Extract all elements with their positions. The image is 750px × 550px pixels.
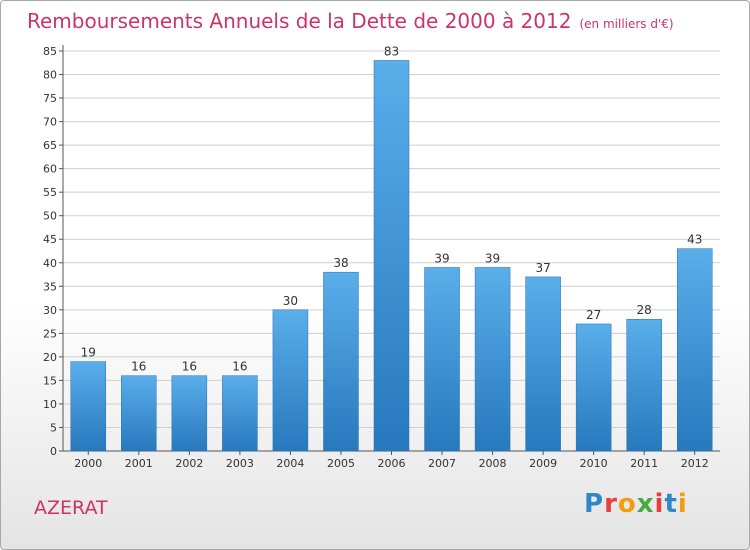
logo-letter: P [584, 489, 605, 519]
chart-title-text: Remboursements Annuels de la Dette de 20… [27, 9, 572, 33]
bar [474, 267, 511, 452]
proxiti-logo[interactable]: Proxiti [584, 489, 688, 519]
bar [373, 60, 410, 452]
y-tick-label: 65 [43, 139, 57, 152]
x-tick-label: 2012 [681, 457, 709, 470]
logo-letter: t [664, 489, 678, 519]
bar-value-label: 27 [586, 308, 601, 322]
bar [676, 248, 713, 452]
bar-value-label: 43 [687, 233, 702, 247]
logo-letter: r [604, 489, 618, 519]
y-tick-label: 75 [43, 92, 57, 105]
x-tick-label: 2005 [327, 457, 355, 470]
bar-value-label: 39 [485, 251, 500, 265]
chart-unit: (en milliers d'€) [579, 17, 674, 31]
labels: 0 5 10 15 20 25 30 35 40 45 50 55 60 65 70 75 80 85 19 2000… [43, 44, 709, 470]
bar-value-label: 39 [434, 251, 449, 265]
bar [424, 267, 460, 452]
logo-letter: i [654, 489, 665, 519]
y-tick-label: 30 [43, 304, 57, 317]
y-tick-label: 45 [43, 233, 57, 246]
y-tick-label: 60 [43, 163, 57, 176]
bar [626, 318, 662, 452]
bars [70, 60, 713, 452]
y-tick-label: 55 [43, 186, 57, 199]
x-tick-label: 2010 [580, 457, 608, 470]
bar [121, 375, 157, 452]
bar [323, 271, 359, 452]
y-tick-label: 5 [50, 421, 57, 434]
bar-value-label: 16 [131, 360, 146, 374]
bar-value-label: 19 [81, 346, 96, 360]
x-tick-label: 2002 [175, 457, 203, 470]
logo-letter: x [636, 489, 655, 519]
bar-value-label: 37 [535, 261, 550, 275]
y-tick-label: 15 [43, 374, 57, 387]
bar [222, 375, 258, 452]
bar [525, 276, 561, 452]
y-tick-label: 35 [43, 280, 57, 293]
x-tick-label: 2009 [529, 457, 557, 470]
bar-value-label: 28 [637, 303, 652, 317]
bar-value-label: 38 [333, 256, 348, 270]
y-tick-label: 40 [43, 257, 57, 270]
x-tick-label: 2007 [428, 457, 456, 470]
x-tick-label: 2006 [378, 457, 406, 470]
bar-value-label: 16 [232, 360, 247, 374]
x-tick-label: 2000 [74, 457, 102, 470]
y-tick-label: 50 [43, 210, 57, 223]
x-tick-label: 2003 [226, 457, 254, 470]
logo-letter: i [677, 489, 688, 519]
y-tick-label: 80 [43, 69, 57, 82]
bar [171, 375, 208, 452]
bar-value-label: 30 [283, 294, 298, 308]
x-tick-label: 2011 [630, 457, 658, 470]
y-tick-label: 0 [50, 445, 57, 458]
y-tick-label: 70 [43, 116, 57, 129]
y-tick-label: 25 [43, 327, 57, 340]
bar-value-label: 83 [384, 44, 399, 58]
x-tick-label: 2008 [479, 457, 507, 470]
bar [272, 309, 309, 452]
y-tick-label: 85 [43, 45, 57, 58]
bar [70, 361, 107, 452]
chart-title: Remboursements Annuels de la Dette de 20… [27, 9, 674, 33]
bar [575, 323, 612, 452]
town-name: AZERAT [34, 497, 108, 519]
x-tick-label: 2001 [125, 457, 153, 470]
y-tick-label: 20 [43, 351, 57, 364]
bar-value-label: 16 [182, 360, 197, 374]
x-tick-label: 2004 [276, 457, 304, 470]
logo-letter: o [617, 489, 637, 519]
y-tick-label: 10 [43, 398, 57, 411]
